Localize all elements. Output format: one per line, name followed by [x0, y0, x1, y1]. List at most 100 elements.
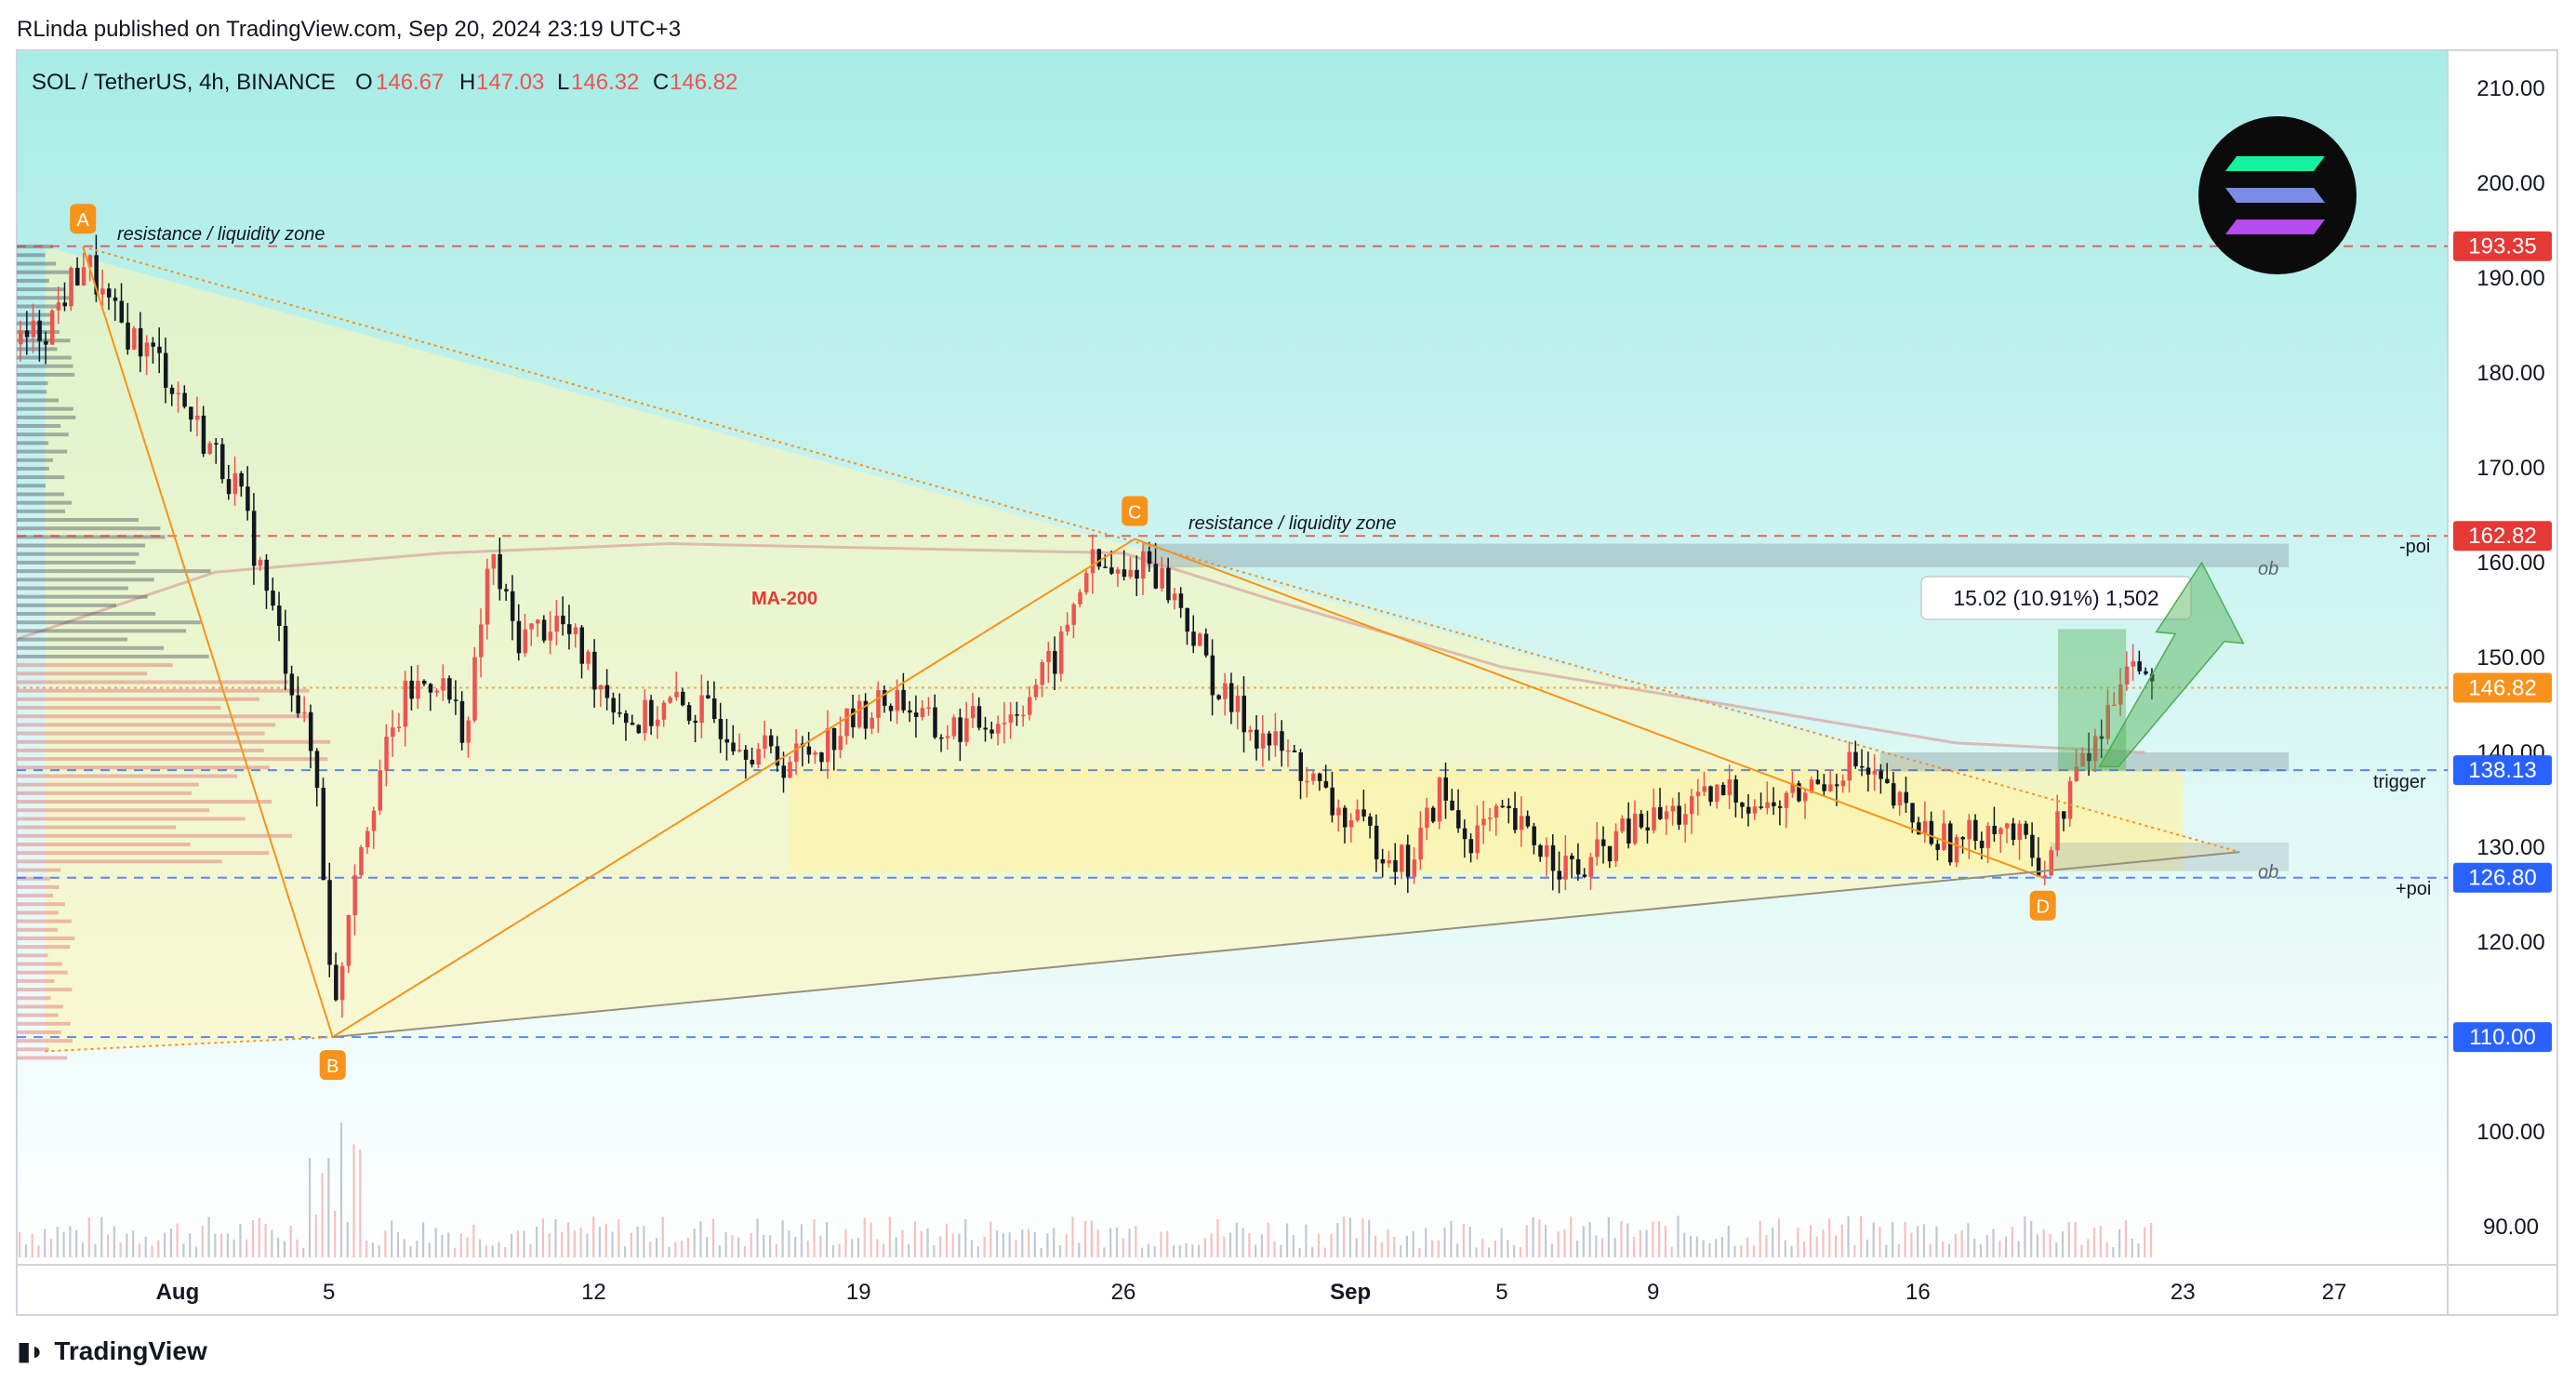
volume-bar [308, 1158, 312, 1257]
volume-bar [1620, 1220, 1623, 1257]
volume-profile-row [17, 800, 272, 804]
volume-bar [1740, 1244, 1743, 1257]
volume-profile-row [17, 765, 270, 770]
candle-body [617, 712, 622, 714]
volume-bar [1627, 1223, 1629, 1257]
volume-bar [1822, 1229, 1825, 1257]
trigger-label: trigger [2373, 772, 2426, 792]
candle-body [1985, 825, 1991, 848]
volume-bar [75, 1229, 78, 1257]
volume-bar [302, 1247, 305, 1257]
candle-body [756, 749, 761, 764]
volume-bar [100, 1216, 103, 1257]
candle-body [321, 788, 326, 881]
candle-body [1929, 820, 1934, 844]
candle-body [1752, 806, 1758, 814]
high-label: H [459, 70, 475, 95]
candle-body [561, 616, 565, 625]
volume-profile-row [17, 1047, 49, 1052]
volume-profile-row [17, 347, 58, 352]
candle-body [2011, 823, 2016, 841]
x-tick-label: Aug [156, 1280, 200, 1305]
volume-profile-row [17, 936, 75, 940]
volume-bar [144, 1236, 147, 1257]
volume-bar [775, 1243, 777, 1257]
candle-body [1248, 729, 1253, 733]
volume-profile-row [17, 723, 276, 727]
volume-bar [1702, 1240, 1705, 1257]
tradingview-footer[interactable]: ▮◗ TradingView [17, 1335, 207, 1366]
candle-body [106, 288, 112, 298]
volume-profile-row [17, 637, 127, 642]
volume-bar [283, 1241, 286, 1257]
volume-bar [391, 1220, 393, 1257]
candle-body [1720, 784, 1726, 796]
x-tick-label: 16 [1905, 1280, 1931, 1305]
volume-profile-row [17, 970, 68, 975]
candle-body [1652, 806, 1656, 831]
volume-bar [1891, 1222, 1894, 1257]
volume-profile-row [17, 697, 259, 701]
price-level-tag: 193.35 [2453, 231, 2552, 261]
volume-bar [1058, 1244, 1062, 1257]
candle-body [788, 762, 792, 778]
candle-body [1582, 874, 1587, 877]
candle-body [1387, 860, 1391, 864]
x-tick-label: 12 [581, 1280, 606, 1305]
volume-bar [1885, 1244, 1888, 1257]
candle-body [548, 631, 553, 641]
candle-body [1462, 828, 1467, 840]
volume-bar [1008, 1232, 1011, 1257]
volume-bar [1550, 1243, 1553, 1257]
price-level-tag-bg [2453, 521, 2552, 551]
volume-profile-row [17, 612, 156, 617]
candle-body [31, 320, 36, 338]
candle-body [668, 697, 672, 703]
volume-profile-row [17, 859, 222, 864]
volume-bar [94, 1243, 97, 1257]
candle-body [271, 591, 275, 606]
volume-bar [554, 1218, 557, 1257]
candle-body [1008, 714, 1014, 724]
candle-body [851, 708, 856, 728]
volume-bar [711, 1218, 715, 1257]
volume-bar [743, 1245, 747, 1257]
candle-body [1772, 802, 1776, 806]
volume-bar [1847, 1216, 1850, 1257]
volume-profile-row [17, 509, 65, 513]
volume-bar [1185, 1242, 1188, 1257]
poi-bottom-label: +poi [2396, 879, 2431, 899]
candle-body [1330, 787, 1334, 816]
x-tick-label: 9 [1647, 1280, 1659, 1305]
candle-body [655, 719, 660, 726]
volume-profile-row [17, 372, 75, 377]
candle-body [825, 727, 830, 763]
candle-body [1500, 805, 1506, 808]
candle-body [1343, 807, 1348, 828]
candle-body [1607, 845, 1613, 862]
candle-body [396, 726, 402, 728]
candle-body [870, 717, 874, 729]
x-tick-label: Sep [1330, 1280, 1371, 1305]
volume-bar [1090, 1220, 1093, 1257]
candle-body [819, 752, 824, 763]
projection-arrow [2098, 561, 2245, 768]
candle-body [958, 717, 963, 742]
candle-body [1046, 651, 1051, 662]
price-level-tag-bg [2453, 1022, 2552, 1053]
candle-body [2055, 811, 2060, 851]
volume-bar [1481, 1238, 1484, 1257]
volume-bar [724, 1232, 727, 1257]
volume-bar [62, 1231, 65, 1257]
candle-body [976, 706, 982, 728]
volume-bar [1096, 1229, 1099, 1257]
candle-body [1235, 696, 1241, 712]
candle-body [706, 695, 710, 698]
candle-body [1702, 786, 1707, 792]
candle-body [1298, 751, 1304, 781]
candle-body [643, 699, 647, 734]
volume-profile-row [17, 500, 73, 505]
volume-profile-row [17, 261, 57, 266]
y-tick-label: 200.00 [2476, 171, 2544, 196]
